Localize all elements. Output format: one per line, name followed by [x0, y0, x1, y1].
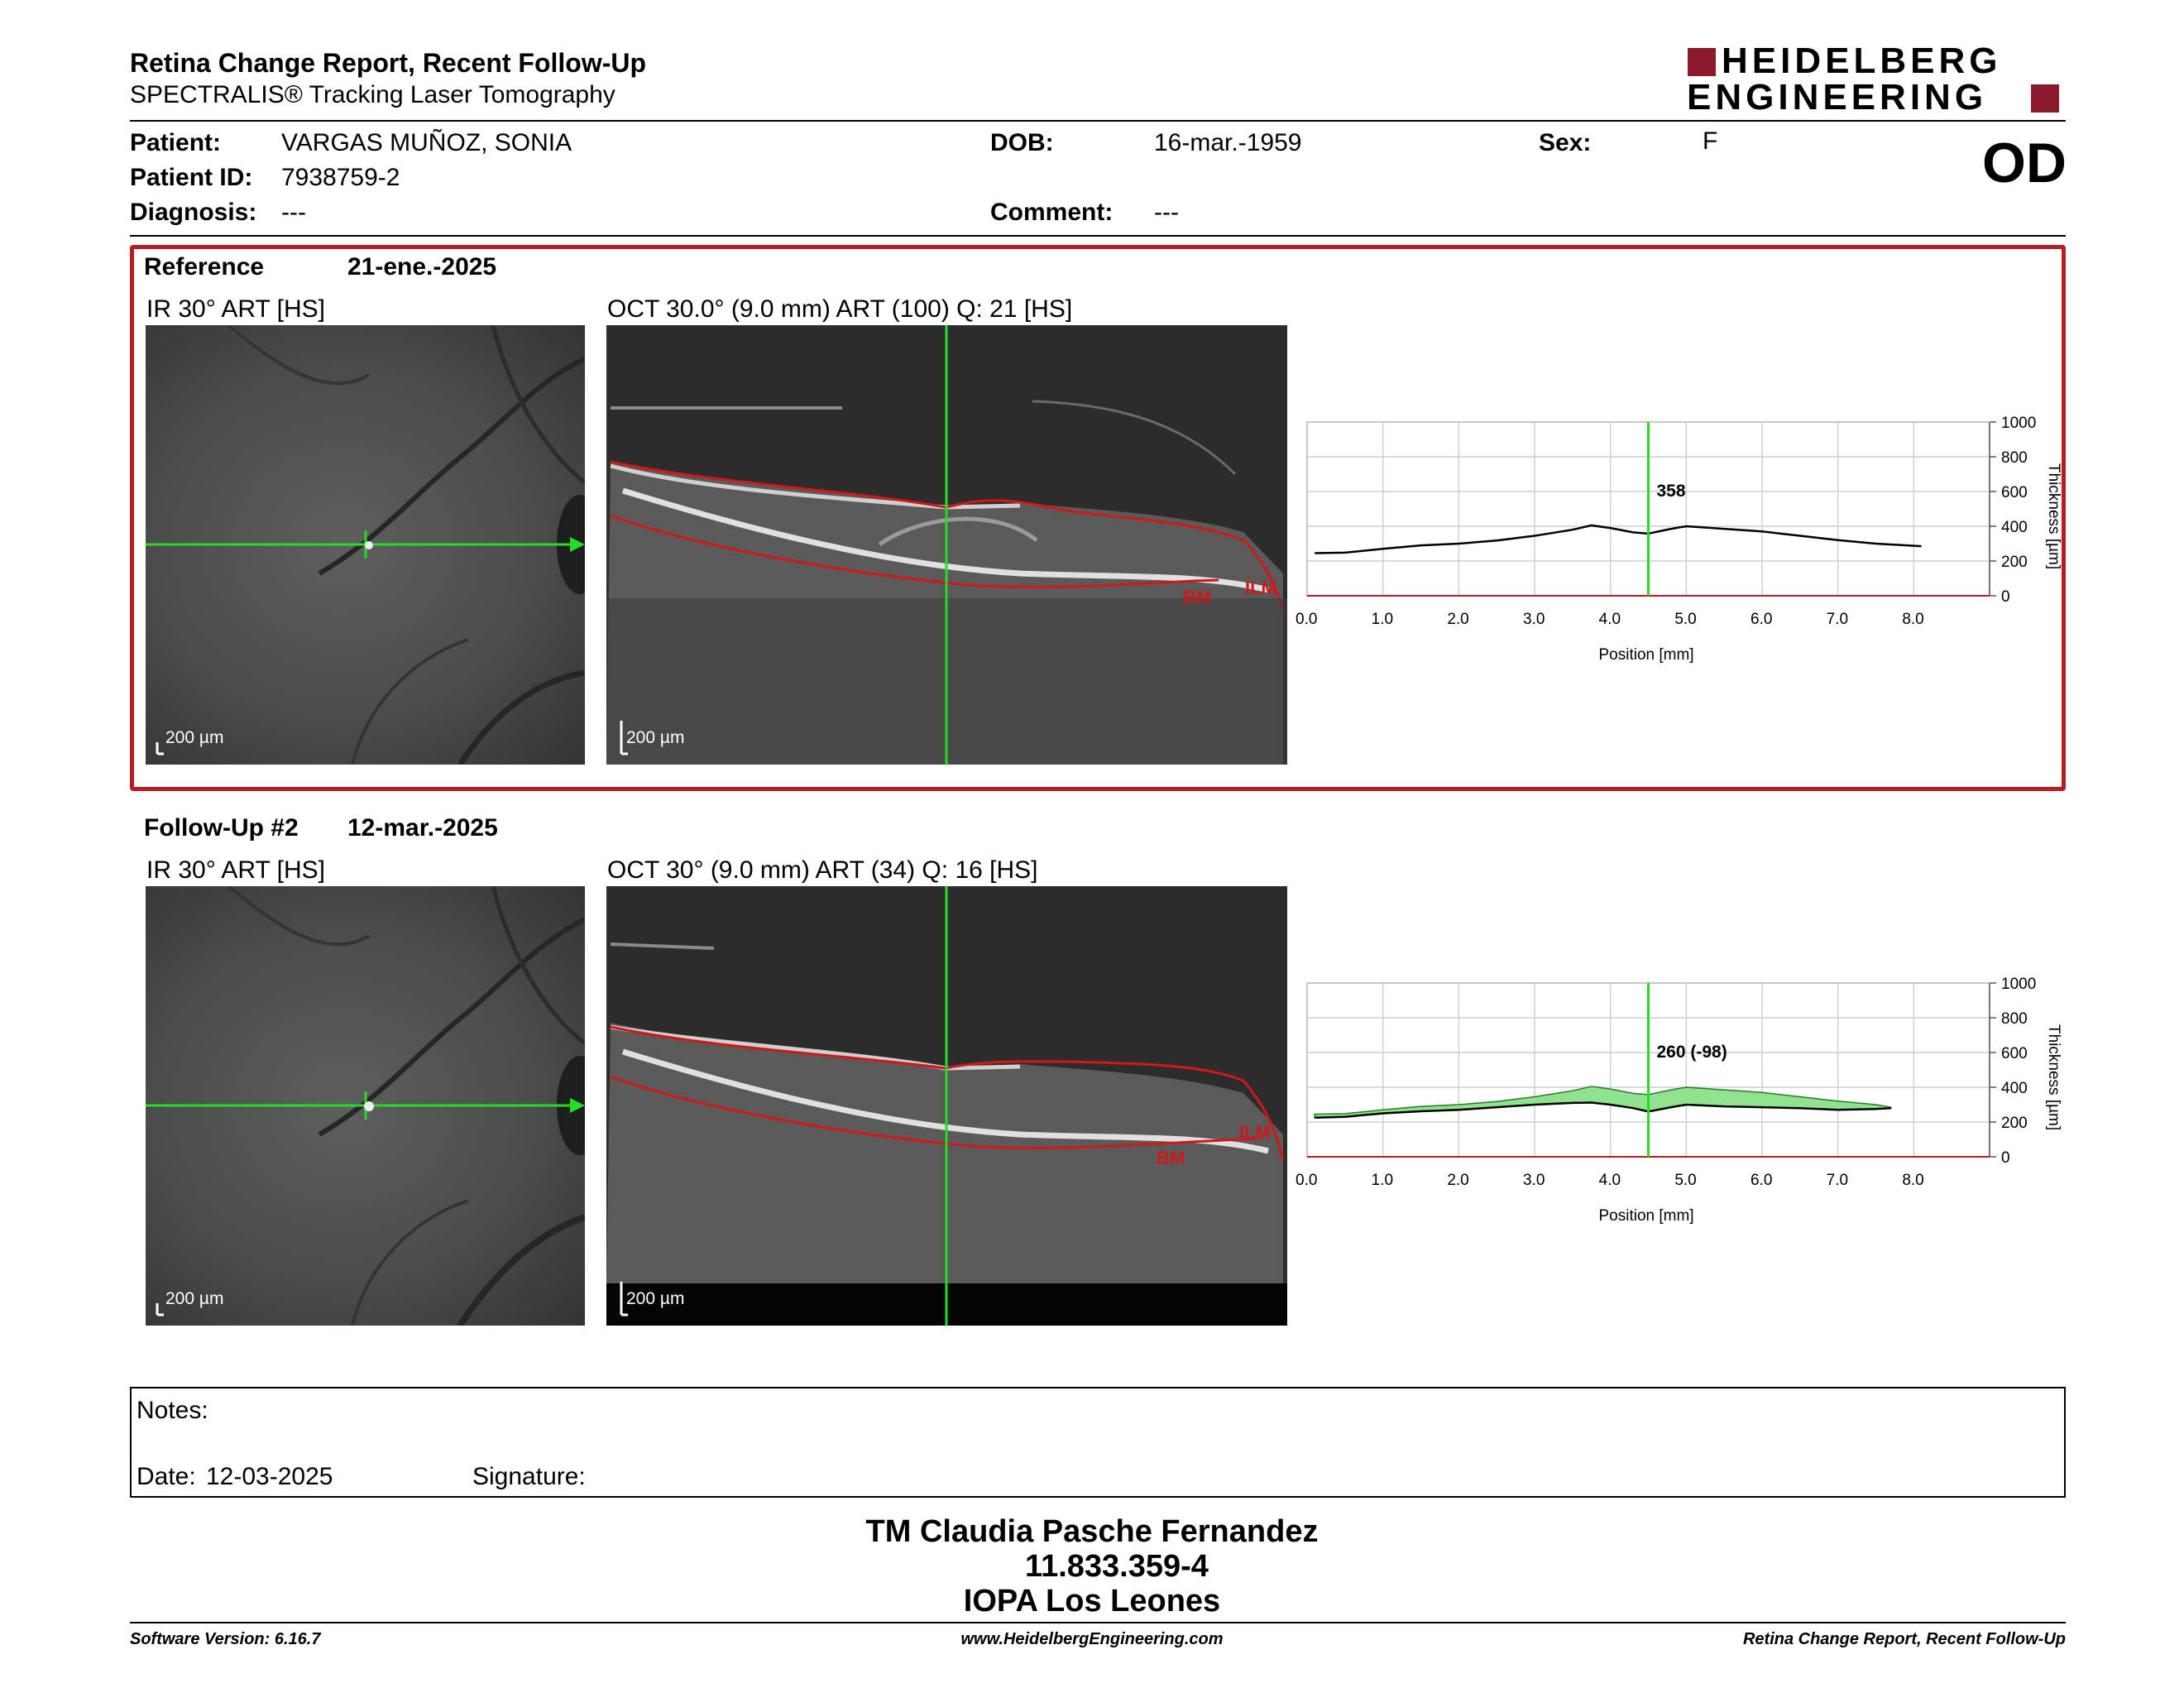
reference-ilm-label: ILM — [1245, 578, 1276, 598]
footer-software-version: Software Version: 6.16.7 — [130, 1630, 321, 1648]
eye-label: OD — [1982, 132, 2067, 194]
x-tick-label: 4.0 — [1599, 1172, 1621, 1189]
reference-ir-caption: IR 30° ART [HS] — [146, 295, 325, 323]
logo-square-bottom — [2031, 84, 2059, 113]
followup-thickness-chart: 0.0 1.0 2.0 3.0 4.0 5.0 6.0 7.0 8.0 0 200 400 600 800… — [1296, 976, 2062, 1225]
patient-id-label: Patient ID: — [130, 164, 253, 191]
y-tick-label: 1000 — [2001, 415, 2036, 432]
reference-oct-bscan: BM ILM — [606, 325, 1287, 765]
sex-value: F — [1703, 127, 1718, 155]
signoff-institution: IOPA Los Leones — [963, 1584, 1221, 1618]
y-tick-label: 0 — [2001, 588, 2010, 606]
notes-box[interactable]: Notes: Date: 12-03-2025 Signature: — [130, 1387, 2066, 1498]
thickness-line — [1315, 524, 1922, 554]
sex-label: Sex: — [1539, 129, 1592, 156]
x-axis-title: Position [mm] — [1599, 646, 1694, 664]
dob-label: DOB: — [990, 129, 1054, 156]
footer-rule — [130, 1622, 2066, 1623]
followup-bm-label: BM — [1157, 1148, 1185, 1168]
patient-id: 7938759-2 — [281, 164, 400, 191]
comment-value: --- — [1154, 199, 1179, 226]
y-axis-title: Thickness [µm] — [2045, 1024, 2062, 1130]
reference-date: 21-ene.-2025 — [347, 253, 497, 281]
heidelberg-logo: HEIDELBERG ENGINEERING — [1684, 41, 2066, 117]
y-tick-label: 800 — [2001, 449, 2028, 467]
x-tick-label: 7.0 — [1827, 1172, 1848, 1189]
reference-thickness-chart: 0.0 1.0 2.0 3.0 4.0 5.0 6.0 7.0 8.0 0 200 400 600 800… — [1296, 415, 2062, 664]
reference-oct-image[interactable]: BM ILM 200 µm — [606, 325, 1287, 765]
x-tick-label: 2.0 — [1447, 1172, 1468, 1189]
followup-oct-scale: 200 µm — [626, 1289, 685, 1308]
followup-oct-image[interactable]: BM ILM 200 µm — [606, 886, 1287, 1326]
x-tick-label: 8.0 — [1902, 1172, 1923, 1189]
reference-oct-scale: 200 µm — [626, 728, 685, 747]
reference-ir-vessels — [146, 325, 585, 765]
comment-label: Comment: — [990, 199, 1114, 226]
footer-website[interactable]: www.HeidelbergEngineering.com — [960, 1630, 1224, 1648]
x-tick-label: 0.0 — [1296, 611, 1317, 628]
x-tick-label: 0.0 — [1296, 1172, 1317, 1189]
diagnosis-label: Diagnosis: — [130, 199, 257, 226]
report-subtitle: SPECTRALIS® Tracking Laser Tomography — [130, 81, 615, 108]
followup-label: Follow-Up #2 — [144, 814, 299, 842]
logo-line1: HEIDELBERG — [1722, 41, 2002, 81]
marker-value-label: 358 — [1657, 482, 1686, 501]
header-rule — [130, 120, 2066, 122]
reference-ir-image[interactable]: 200 µm — [146, 325, 585, 765]
signoff-id: 11.833.359-4 — [1025, 1549, 1209, 1584]
marker-value-label: 260 (-98) — [1657, 1043, 1727, 1062]
patient-label: Patient: — [130, 129, 222, 156]
patient-name: VARGAS MUÑOZ, SONIA — [281, 129, 572, 156]
followup-ir-caption: IR 30° ART [HS] — [146, 856, 325, 884]
y-tick-label: 1000 — [2001, 976, 2036, 993]
notes-label: Notes: — [136, 1397, 208, 1424]
followup-oct-bscan: BM ILM — [606, 886, 1287, 1326]
reference-oct-caption: OCT 30.0° (9.0 mm) ART (100) Q: 21 [HS] — [607, 295, 1073, 323]
x-tick-label: 8.0 — [1902, 611, 1923, 628]
dob-value: 16-mar.-1959 — [1154, 129, 1302, 156]
x-tick-label: 4.0 — [1599, 611, 1621, 628]
reference-label: Reference — [144, 253, 265, 281]
followup-date: 12-mar.-2025 — [347, 814, 498, 842]
y-tick-label: 400 — [2001, 519, 2028, 536]
y-tick-label: 200 — [2001, 1115, 2028, 1132]
y-tick-label: 800 — [2001, 1010, 2028, 1028]
followup-ir-image[interactable]: 200 µm — [146, 886, 585, 1326]
x-tick-label: 1.0 — [1372, 611, 1393, 628]
x-tick-label: 1.0 — [1372, 1172, 1393, 1189]
x-tick-label: 5.0 — [1674, 611, 1696, 628]
reference-frame — [130, 245, 2066, 791]
y-tick-label: 600 — [2001, 484, 2028, 501]
logo-square-top — [1688, 48, 1716, 76]
y-tick-label: 200 — [2001, 554, 2028, 571]
x-tick-label: 6.0 — [1751, 611, 1772, 628]
notes-date-value: 12-03-2025 — [206, 1463, 333, 1490]
x-tick-label: 3.0 — [1523, 611, 1545, 628]
patient-rule — [130, 235, 2066, 237]
y-tick-label: 0 — [2001, 1149, 2010, 1167]
y-axis-title: Thickness [µm] — [2045, 463, 2062, 569]
report-title: Retina Change Report, Recent Follow-Up — [130, 48, 647, 78]
followup-ir-scale: 200 µm — [165, 1289, 224, 1308]
x-tick-label: 2.0 — [1447, 611, 1468, 628]
thickness-line — [1315, 1101, 1891, 1119]
diagnosis-value: --- — [281, 199, 306, 226]
x-tick-label: 7.0 — [1827, 611, 1848, 628]
y-tick-label: 600 — [2001, 1045, 2028, 1062]
y-tick-label: 400 — [2001, 1080, 2028, 1097]
logo-line2: ENGINEERING — [1687, 77, 1988, 117]
followup-oct-caption: OCT 30° (9.0 mm) ART (34) Q: 16 [HS] — [607, 856, 1038, 884]
reference-ir-scale: 200 µm — [165, 728, 224, 747]
signature-label: Signature: — [472, 1463, 586, 1490]
x-tick-label: 6.0 — [1751, 1172, 1772, 1189]
x-tick-label: 5.0 — [1674, 1172, 1696, 1189]
x-tick-label: 3.0 — [1523, 1172, 1545, 1189]
followup-ilm-label: ILM — [1239, 1122, 1271, 1143]
signoff-name: TM Claudia Pasche Fernandez — [865, 1514, 1319, 1549]
followup-ir-vessels — [146, 886, 585, 1326]
notes-date-label: Date: — [136, 1463, 196, 1490]
reference-bm-label: BM — [1183, 587, 1211, 607]
x-axis-title: Position [mm] — [1599, 1207, 1694, 1225]
footer-report-name: Retina Change Report, Recent Follow-Up — [1742, 1630, 2066, 1648]
